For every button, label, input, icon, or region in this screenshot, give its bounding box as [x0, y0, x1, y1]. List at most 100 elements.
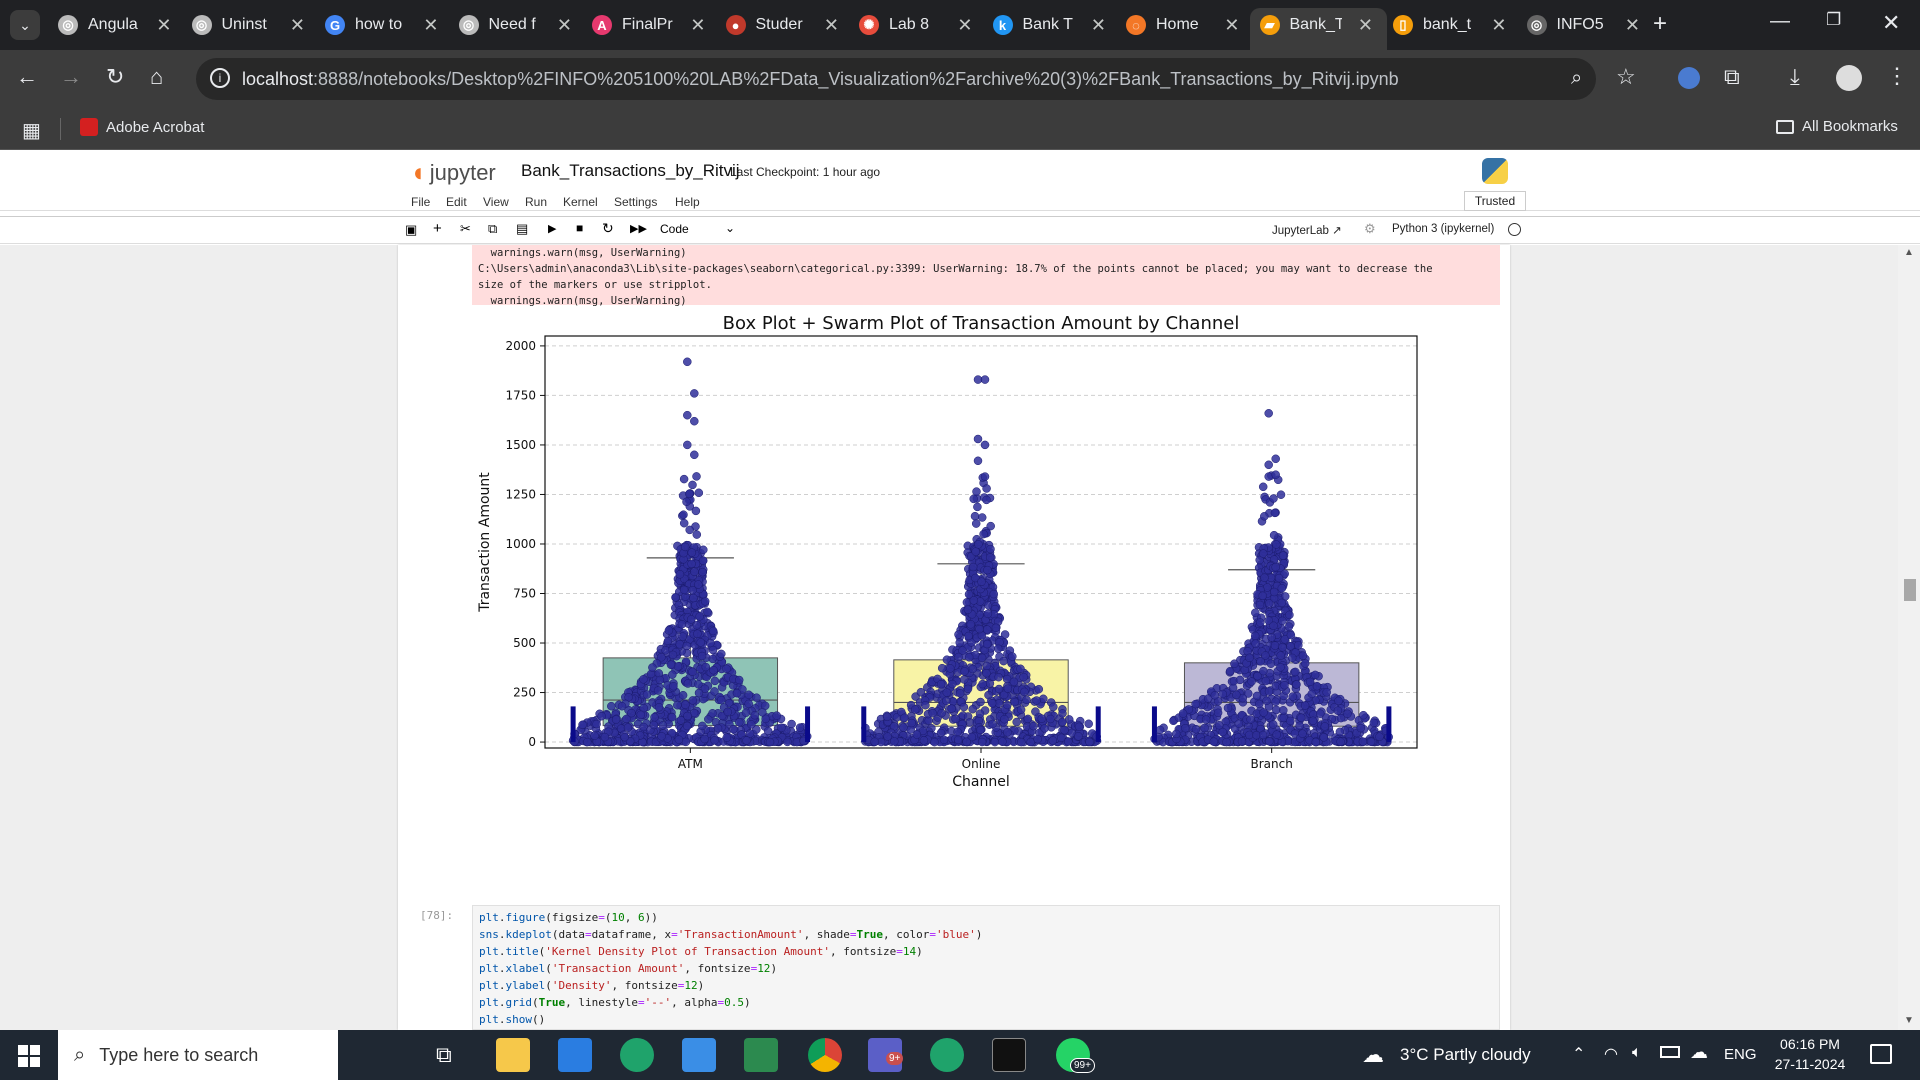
address-bar[interactable]: i localhost:8888/notebooks/Desktop%2FINF… [196, 58, 1596, 100]
save-icon[interactable]: ▣ [405, 222, 418, 237]
restore-button[interactable]: ❐ [1826, 10, 1842, 29]
browser-tab[interactable]: ◎ Need f ✕ [458, 8, 579, 42]
close-tab-icon[interactable]: ✕ [556, 14, 572, 35]
new-tab-button[interactable]: + [1653, 10, 1668, 37]
back-button[interactable]: ← [16, 64, 38, 89]
close-tab-icon[interactable]: ✕ [957, 14, 973, 35]
language-indicator[interactable]: ENG [1724, 1046, 1757, 1063]
tab-search-button[interactable]: ⌄ [10, 10, 40, 40]
trusted-badge[interactable]: Trusted [1464, 191, 1526, 211]
close-window-button[interactable]: ✕ [1882, 10, 1901, 35]
browser-tab[interactable]: ◎ Angula ✕ [58, 8, 178, 42]
close-tab-icon[interactable]: ✕ [289, 14, 305, 35]
swarm-point [962, 737, 971, 747]
profile-avatar[interactable] [1836, 65, 1862, 91]
swarm-point [984, 690, 993, 700]
forward-button[interactable]: → [60, 64, 82, 89]
whatsapp-icon[interactable]: 99+ [1056, 1038, 1095, 1073]
menu-help[interactable]: Help [675, 195, 700, 209]
weather-text[interactable]: 3°C Partly cloudy [1400, 1045, 1531, 1064]
close-tab-icon[interactable]: ✕ [156, 14, 172, 35]
settings-gear-icon[interactable]: ⚙ [1364, 221, 1376, 236]
browser-tab[interactable]: ▯ bank_t ✕ [1393, 8, 1513, 42]
windows-start-icon[interactable] [18, 1045, 40, 1067]
menu-run[interactable]: Run [525, 195, 548, 209]
cut-icon[interactable]: ✂ [460, 221, 471, 236]
task-view-icon[interactable]: ⧉ [436, 1042, 452, 1067]
close-tab-icon[interactable]: ✕ [1491, 14, 1507, 35]
close-tab-icon[interactable]: ✕ [1624, 14, 1640, 35]
add-cell-icon[interactable]: + [433, 220, 442, 237]
run-icon[interactable]: ▶ [548, 223, 557, 235]
kernel-name[interactable]: Python 3 (ipykernel) [1392, 223, 1495, 235]
browser-tab[interactable]: ✺ Lab 8 ✕ [859, 8, 979, 42]
close-tab-icon[interactable]: ✕ [823, 14, 839, 35]
edge-icon[interactable] [620, 1038, 654, 1072]
browser-menu-icon[interactable]: ⋮ [1886, 63, 1908, 88]
edge-dev-icon[interactable] [930, 1038, 964, 1072]
excel-icon[interactable] [744, 1038, 778, 1072]
all-bookmarks-button[interactable]: All Bookmarks [1776, 118, 1898, 135]
paste-icon[interactable]: ▤ [516, 221, 529, 236]
minimize-button[interactable]: — [1770, 10, 1790, 32]
notebook-title[interactable]: Bank_Transactions_by_Ritvij [521, 161, 740, 180]
close-tab-icon[interactable]: ✕ [1090, 14, 1106, 35]
url-text[interactable]: localhost:8888/notebooks/Desktop%2FINFO%… [242, 69, 1399, 89]
browser-tab[interactable]: ◌ Home ✕ [1126, 8, 1246, 42]
browser-tab[interactable]: ▰ Bank_T ✕ [1249, 8, 1387, 50]
close-tab-icon[interactable]: ✕ [690, 14, 706, 35]
mail-icon[interactable] [558, 1038, 592, 1072]
extension-icon[interactable] [1678, 67, 1700, 89]
browser-tab[interactable]: ◎ Uninst ✕ [191, 8, 312, 42]
reload-button[interactable]: ↻ [106, 64, 125, 89]
onedrive-icon[interactable]: ☁ [1690, 1042, 1708, 1062]
page-scrollbar[interactable]: ▲ ▼ [1898, 245, 1920, 1030]
close-tab-icon[interactable]: ✕ [1224, 14, 1240, 35]
scroll-thumb[interactable] [1904, 579, 1916, 601]
vscode-icon[interactable] [682, 1038, 716, 1072]
notification-icon[interactable] [1870, 1044, 1892, 1064]
browser-tab[interactable]: ● Studer ✕ [725, 8, 846, 42]
restart-icon[interactable]: ↻ [602, 220, 614, 236]
extensions-puzzle-icon[interactable]: ⧉ [1724, 64, 1740, 89]
zoom-icon[interactable]: ⌕ [1571, 67, 1583, 89]
site-info-icon[interactable]: i [210, 68, 230, 88]
menu-kernel[interactable]: Kernel [563, 195, 598, 209]
scroll-down-arrow[interactable]: ▼ [1904, 1015, 1914, 1026]
scroll-up-arrow[interactable]: ▲ [1904, 247, 1914, 258]
file-explorer-icon[interactable] [496, 1038, 530, 1072]
volume-icon[interactable]: 🔈︎ [1632, 1044, 1642, 1061]
bookmark-adobe-acrobat[interactable]: Adobe Acrobat [80, 118, 204, 136]
terminal-icon[interactable] [992, 1038, 1026, 1072]
menu-edit[interactable]: Edit [446, 195, 467, 209]
jupyter-logo[interactable]: ◖ jupyter [410, 157, 496, 188]
cell-type-select[interactable]: Code ⌄ [660, 221, 740, 236]
browser-tab[interactable]: A FinalPr ✕ [592, 8, 712, 42]
battery-icon[interactable] [1660, 1046, 1680, 1058]
clock[interactable]: 06:16 PM 27-11-2024 [1770, 1036, 1850, 1072]
jupyterlab-link[interactable]: JupyterLab ↗ [1272, 223, 1342, 237]
home-button[interactable]: ⌂ [150, 64, 164, 89]
taskbar-search-box[interactable]: ⌕ Type here to search [58, 1030, 338, 1080]
menu-file[interactable]: File [411, 195, 431, 209]
close-tab-icon[interactable]: ✕ [423, 14, 439, 35]
copy-icon[interactable]: ⧉ [488, 221, 498, 236]
browser-tab[interactable]: k Bank T ✕ [992, 8, 1113, 42]
teams-icon[interactable]: 9+ [868, 1038, 904, 1072]
apps-grid-icon[interactable]: ▦ [22, 120, 41, 142]
close-tab-icon[interactable]: ✕ [1357, 14, 1373, 35]
weather-icon[interactable]: ☁ [1362, 1042, 1384, 1067]
tab-favicon-icon: ◎ [58, 15, 78, 35]
network-icon[interactable]: ◠ [1604, 1046, 1618, 1063]
browser-tab[interactable]: ◎ INFO5 ✕ [1526, 8, 1647, 42]
downloads-icon[interactable]: ⤓ [1790, 64, 1800, 89]
code-cell-editor[interactable]: plt.figure(figsize=(10, 6)) sns.kdeplot(d… [472, 905, 1500, 1030]
menu-settings[interactable]: Settings [614, 195, 658, 209]
tray-overflow-icon[interactable]: ⌃ [1572, 1046, 1586, 1063]
chrome-icon[interactable] [808, 1038, 842, 1072]
bookmark-star-icon[interactable]: ☆ [1616, 64, 1636, 89]
menu-view[interactable]: View [483, 195, 509, 209]
stop-icon[interactable]: ■ [576, 221, 584, 235]
run-all-icon[interactable]: ▶▶ [630, 223, 647, 235]
